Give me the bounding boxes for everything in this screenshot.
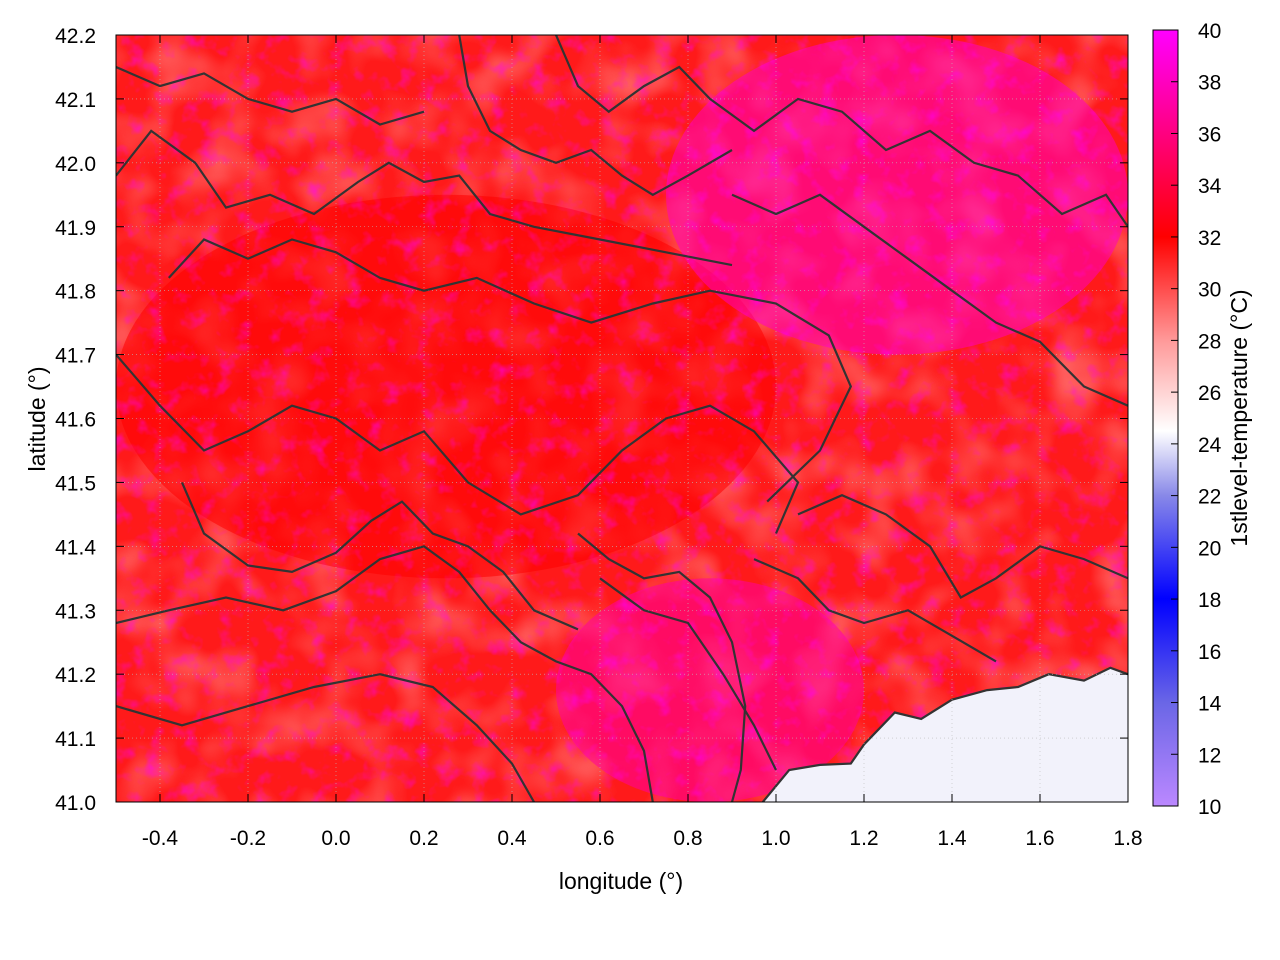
y-tick-label: 42.2: [55, 25, 96, 48]
colorbar-tick-label: 40: [1198, 20, 1221, 43]
colorbar-tick-label: 34: [1198, 175, 1222, 198]
y-axis: 41.0 41.1 41.2 41.3 41.4 41.5 41.6 41.7 41.8 41.9…: [55, 25, 1128, 815]
colorbar-tick-label: 26: [1198, 382, 1221, 405]
y-tick-label: 41.1: [55, 728, 96, 751]
contour-line: [554, 35, 1128, 228]
y-axis-label: latitude (°): [24, 366, 50, 471]
sea-area: [762, 667, 1128, 802]
x-axis-label: longitude (°): [559, 868, 683, 894]
x-tick-label: 1.8: [1113, 827, 1142, 850]
y-tick-label: 41.0: [55, 792, 96, 815]
y-tick-label: 42.0: [55, 153, 96, 176]
grid-lines: [116, 35, 1128, 802]
colorbar-tick-label: 16: [1198, 641, 1221, 664]
x-tick-label: 1.6: [1025, 827, 1054, 850]
colorbar-tick-label: 28: [1198, 330, 1221, 353]
contour-line: [599, 577, 777, 771]
contour-line: [116, 65, 425, 126]
colorbar-tick-label: 12: [1198, 744, 1221, 767]
x-tick-label: -0.4: [142, 827, 179, 850]
contour-line: [116, 673, 535, 802]
y-tick-label: 41.3: [55, 600, 96, 623]
colorbar-tick-label: 30: [1198, 279, 1221, 302]
terrain-contours: [116, 35, 1128, 802]
colorbar-tick-label: 18: [1198, 589, 1221, 612]
y-tick-label: 41.7: [55, 345, 96, 368]
colorbar-tick-label: 14: [1198, 693, 1222, 716]
colorbar-ramp: [1152, 29, 1179, 807]
y-tick-label: 41.2: [55, 664, 96, 687]
sea-region: [761, 666, 1128, 802]
x-tick-label: 0.8: [673, 827, 702, 850]
y-tick-label: 42.1: [55, 89, 96, 112]
colorbar-tick-label: 38: [1198, 72, 1221, 95]
y-tick-label: 41.4: [55, 536, 96, 559]
contour-line: [731, 193, 1128, 407]
contour-line: [116, 353, 800, 534]
colorbar-label: 1stlevel-temperature (°C): [1226, 289, 1252, 546]
x-tick-label: 0.2: [409, 827, 438, 850]
contour-line: [577, 532, 747, 802]
x-tick-label: 1.2: [849, 827, 878, 850]
contour-line: [753, 558, 997, 663]
colorbar-tick-label: 10: [1198, 796, 1221, 819]
colorbar-tick-label: 22: [1198, 486, 1221, 509]
plot-area: [116, 35, 1128, 802]
y-tick-label: 41.6: [55, 409, 96, 432]
contour-line: [116, 545, 654, 802]
colorbar-tick-label: 32: [1198, 227, 1221, 250]
contour-line: [167, 238, 853, 503]
y-tick-label: 41.5: [55, 472, 96, 495]
contour-line: [116, 129, 733, 267]
x-tick-label: 0.4: [497, 827, 527, 850]
coastline: [761, 666, 1128, 802]
x-tick-label: 1.4: [937, 827, 967, 850]
x-tick-label: 0.0: [321, 827, 350, 850]
x-axis: -0.4 -0.2 0.0 0.2 0.4 0.6 0.8 1.0 1.2 1.4 1.6 1.8: [142, 35, 1143, 850]
y-tick-label: 41.9: [55, 217, 96, 240]
x-tick-label: -0.2: [230, 827, 266, 850]
colorbar-tick-label: 24: [1198, 434, 1222, 457]
contour-line: [180, 481, 579, 631]
x-tick-label: 1.0: [761, 827, 790, 850]
contour-line: [458, 35, 733, 197]
colorbar: 10 12 14 16 18 20 22 24 26 28 30 32 34 36 38 40 1stleve…: [1152, 20, 1252, 819]
y-tick-label: 41.8: [55, 281, 96, 304]
colorbar-ticks: 10 12 14 16 18 20 22 24 26 28 30 32 34 36 38 40: [1171, 20, 1222, 819]
colorbar-tick-label: 20: [1198, 537, 1221, 560]
x-tick-label: 0.6: [585, 827, 614, 850]
colorbar-tick-label: 36: [1198, 123, 1221, 146]
contour-line: [797, 493, 1128, 599]
